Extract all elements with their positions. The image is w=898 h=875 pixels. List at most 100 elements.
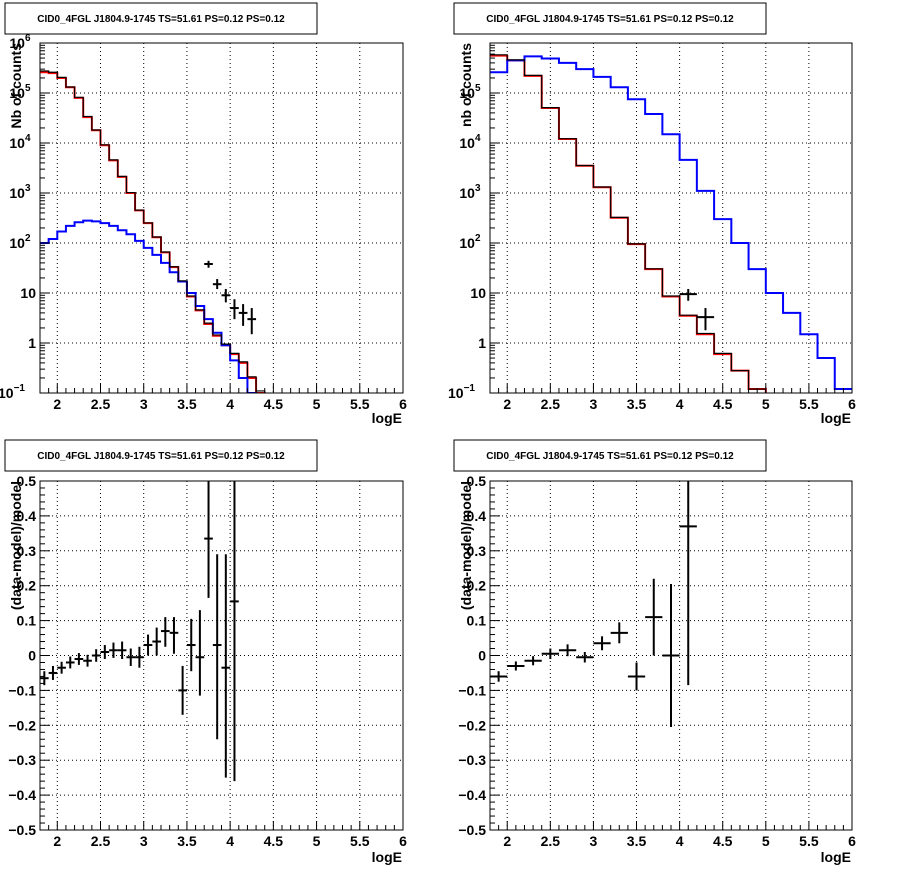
data-point [204, 260, 213, 268]
x-tick-label: 4 [676, 833, 684, 849]
data-point [143, 634, 153, 656]
data-point [230, 481, 239, 782]
x-tick-label: 4.5 [264, 833, 284, 849]
y-tick-label: −0.1 [8, 682, 36, 698]
y-tick-label: 0.1 [467, 613, 487, 629]
y-tick-label: 0 [28, 648, 36, 664]
y-axis-title: (data-model)/model [458, 481, 474, 610]
x-tick-label: 4.5 [264, 396, 284, 412]
data-point [178, 665, 187, 715]
x-tick-label: 2.5 [541, 833, 561, 849]
x-tick-label: 6 [399, 396, 407, 412]
data-point [117, 641, 127, 659]
y-tick-label: 0.3 [467, 543, 487, 559]
y-tick-label: 0.3 [17, 543, 37, 559]
y-axis-title: Nb of counts [8, 43, 24, 129]
y-tick-exponent: 6 [25, 33, 31, 44]
x-tick-label: 2.5 [541, 396, 561, 412]
y-tick-label: 0.5 [467, 473, 487, 489]
data-point [65, 656, 75, 669]
y-tick-label: −0.1 [458, 682, 486, 698]
x-axis-title: logE [372, 849, 402, 865]
data-point [247, 308, 257, 335]
y-tick-label: −0.4 [458, 787, 486, 803]
data-point [126, 648, 136, 666]
pad-title: CID0_4FGL J1804.9-1745 TS=51.61 PS=0.12 … [37, 451, 285, 462]
x-tick-label: 6 [848, 833, 856, 849]
x-tick-label: 5 [313, 396, 321, 412]
x-tick-label: 6 [848, 396, 856, 412]
y-tick-label: 0.5 [17, 473, 37, 489]
x-tick-label: 5 [762, 833, 770, 849]
data-point [524, 656, 542, 666]
x-tick-label: 2 [503, 833, 511, 849]
y-tick-label: −0.5 [458, 822, 486, 838]
data-point [221, 289, 231, 303]
pad-title-box: CID0_4FGL J1804.9-1745 TS=51.61 PS=0.12 … [453, 439, 767, 472]
data-point [212, 554, 222, 740]
y-tick-exponent: 5 [25, 83, 31, 94]
plot-frame: 2 2.5 3 3.5 4 4.5 5 5.5 6 −0.5 −0.4 −0.3 −0.2 −0.1 0 0.… [458, 473, 856, 849]
y-tick-exponent: 2 [475, 233, 481, 244]
pad-title: CID0_4FGL J1804.9-1745 TS=51.61 PS=0.12 … [486, 451, 734, 462]
x-axis-title: logE [372, 410, 402, 426]
y-tick-exponent: 3 [25, 183, 31, 194]
y-tick-label: 0.2 [17, 578, 37, 594]
x-axis-title: logE [821, 849, 851, 865]
data-point [230, 299, 239, 320]
data-point [40, 671, 49, 686]
x-tick-label: 2 [503, 396, 511, 412]
data-layer [40, 70, 266, 393]
y-tick-label: 10 [20, 285, 36, 301]
x-tick-label: 5 [313, 833, 321, 849]
data-point [576, 652, 594, 663]
data-point [169, 617, 179, 654]
y-tick-exponent: 3 [475, 183, 481, 194]
x-tick-label: 5.5 [350, 396, 370, 412]
x-tick-label: 3.5 [177, 396, 197, 412]
x-tick-label: 3 [140, 833, 148, 849]
pad-title-box: CID0_4FGL J1804.9-1745 TS=51.61 PS=0.12 … [4, 439, 318, 472]
pad-bottom-left: CID0_4FGL J1804.9-1745 TS=51.61 PS=0.12 … [4, 439, 407, 865]
pad-title: CID0_4FGL J1804.9-1745 TS=51.61 PS=0.12 … [486, 14, 734, 25]
data-point [593, 636, 611, 651]
x-tick-label: 4 [226, 396, 234, 412]
data-point [679, 289, 697, 301]
x-tick-label: 3.5 [627, 833, 647, 849]
histogram-series-2 [490, 54, 767, 393]
x-tick-label: 3.5 [627, 396, 647, 412]
y-axis-title: nb of counts [458, 43, 474, 127]
data-point [74, 653, 84, 665]
x-tick-label: 3 [590, 396, 598, 412]
data-point [221, 554, 231, 778]
y-tick-exponent: 5 [475, 83, 481, 94]
x-tick-label: 2 [53, 396, 61, 412]
y-tick-exponent: 4 [475, 133, 481, 144]
pad-title: CID0_4FGL J1804.9-1745 TS=51.61 PS=0.12 … [37, 14, 285, 25]
x-tick-label: 2 [53, 833, 61, 849]
plot-frame: 2 2.5 3 3.5 4 4.5 5 5.5 6 −0.5 −0.4 −0.3 −0.2 −0.1 0 0.… [8, 473, 407, 849]
x-tick-label: 2.5 [91, 396, 111, 412]
x-tick-label: 3.5 [177, 833, 197, 849]
y-tick-exponent: 4 [25, 133, 31, 144]
data-point [212, 279, 222, 290]
y-tick-label: −0.4 [8, 787, 36, 803]
data-point [238, 304, 248, 326]
pad-top-right: CID0_4FGL J1804.9-1745 TS=51.61 PS=0.12 … [448, 2, 856, 426]
data-point [83, 654, 92, 667]
y-tick-label: 0.2 [467, 578, 487, 594]
pad-title-box: CID0_4FGL J1804.9-1745 TS=51.61 PS=0.12 … [4, 2, 318, 35]
data-point [541, 648, 559, 659]
y-tick-label: 0.1 [17, 613, 37, 629]
data-point [679, 481, 697, 686]
data-point [161, 617, 170, 647]
pad-top-left: CID0_4FGL J1804.9-1745 TS=51.61 PS=0.12 … [0, 2, 407, 426]
x-tick-label: 4.5 [713, 833, 733, 849]
x-axis-title: logE [821, 410, 851, 426]
x-tick-label: 4.5 [713, 396, 733, 412]
x-tick-label: 5.5 [350, 833, 370, 849]
y-tick-exponent: −1 [464, 383, 476, 394]
